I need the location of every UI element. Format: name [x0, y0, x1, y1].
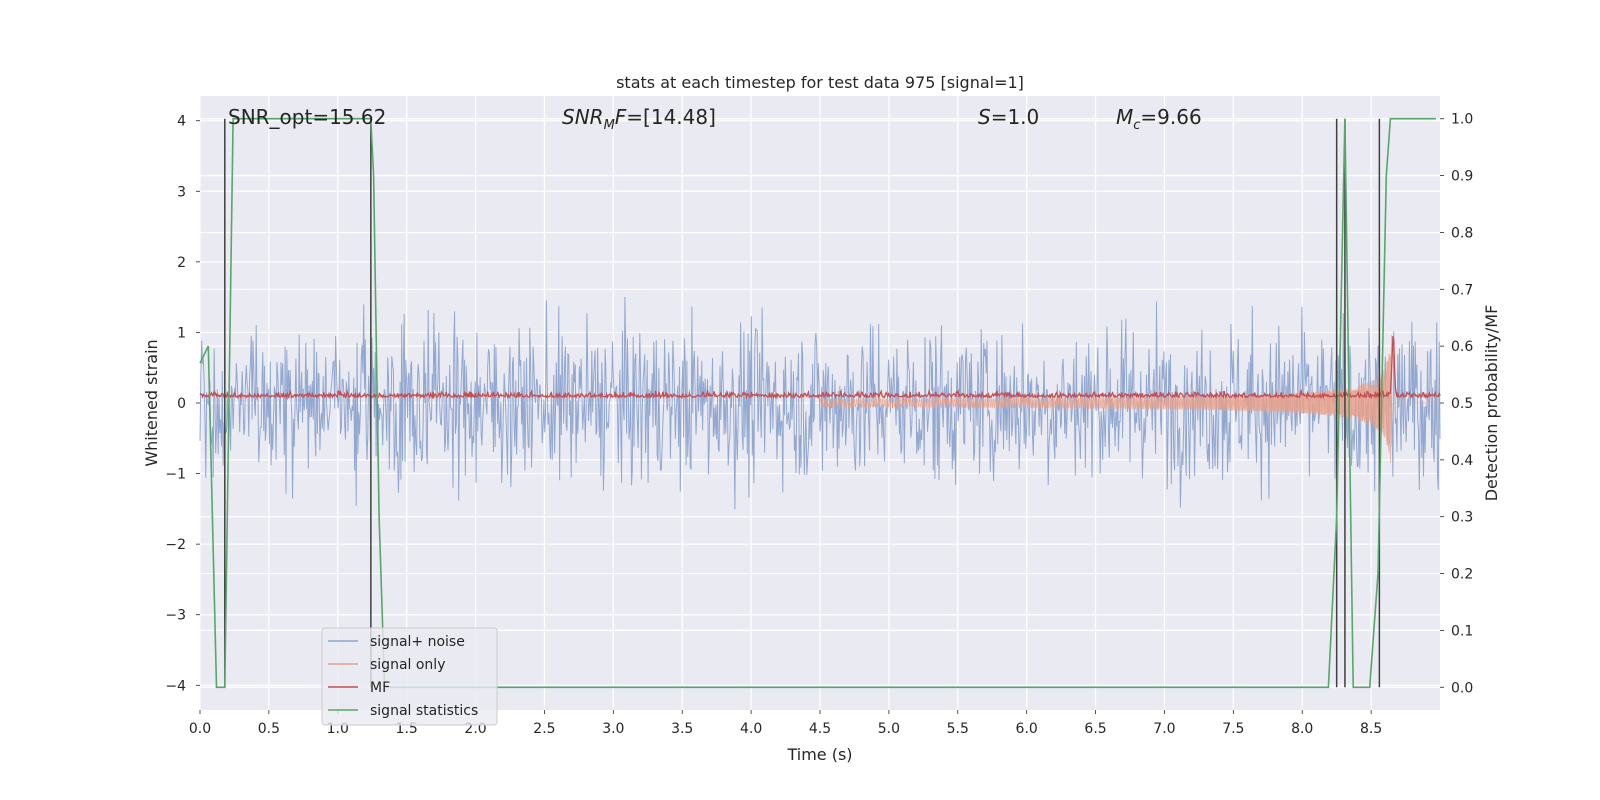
legend-label-signal-noise: signal+ noise	[370, 634, 465, 650]
y2-tick-label-4: 0.4	[1451, 453, 1473, 469]
y-axis-label: Whitened strain	[142, 339, 161, 466]
y2-tick-label-5: 0.5	[1451, 396, 1473, 412]
y-tick-label-3: −1	[165, 467, 186, 483]
signal-statistics-line	[199, 117, 1436, 689]
x-tick-label-5: 2.5	[533, 721, 555, 737]
y2-tick-label-9: 0.9	[1451, 169, 1473, 185]
y-tick-label-6: 2	[177, 255, 186, 271]
x-tick-label-0: 0.0	[189, 721, 211, 737]
legend: signal+ noise signal only MF signal stat…	[321, 627, 498, 726]
snr-mf-value: =[14.48]	[626, 105, 716, 129]
x-tick-label-9: 4.5	[809, 721, 831, 737]
mf-line	[199, 336, 1441, 400]
snr-opt-annotation: SNR_opt=15.62	[228, 105, 386, 129]
chart-title: stats at each timestep for test data 975…	[616, 73, 1024, 92]
legend-label-mf: MF	[370, 680, 390, 696]
x-tick-label-14: 7.0	[1153, 721, 1175, 737]
x-tick-label-1: 0.5	[258, 721, 280, 737]
y-tick-label-4: 0	[177, 396, 186, 412]
axis-ticks: 0.0 0.5 1.0 1.5 2.0 2.5 3.0 3.5 4.0 4.5 5.0 5.5 6.0 6…	[165, 112, 1473, 737]
s-value: =1.0	[991, 105, 1040, 129]
x-tick-label-17: 8.5	[1360, 721, 1382, 737]
y2-tick-label-8: 0.8	[1451, 225, 1473, 241]
mc-value: =9.66	[1140, 105, 1201, 129]
x-tick-label-6: 3.0	[602, 721, 624, 737]
signal-noise-line	[199, 296, 1441, 510]
x-tick-label-10: 5.0	[878, 721, 900, 737]
y-tick-label-2: −2	[165, 537, 186, 553]
mc-annotation: Mc=9.66	[1116, 105, 1202, 133]
y2-tick-label-3: 0.3	[1451, 510, 1473, 526]
x-tick-label-8: 4.0	[740, 721, 762, 737]
y2-tick-label-6: 0.6	[1451, 339, 1473, 355]
y-tick-label-5: 1	[177, 325, 186, 341]
vertical-markers	[224, 118, 1381, 688]
x-tick-label-11: 5.5	[947, 721, 969, 737]
legend-label-signal-only: signal only	[370, 657, 445, 673]
y-tick-label-7: 3	[177, 184, 186, 200]
y2-tick-label-7: 0.7	[1451, 282, 1473, 298]
y2-tick-label-2: 0.2	[1451, 567, 1473, 583]
y-tick-label-1: −3	[165, 608, 186, 624]
y-tick-label-0: −4	[165, 678, 186, 694]
snr-mf-annotation: SNRMF=[14.48]	[562, 105, 716, 133]
x-axis-label: Time (s)	[786, 745, 852, 764]
x-tick-label-7: 3.5	[671, 721, 693, 737]
y2-tick-label-1: 0.1	[1451, 623, 1473, 639]
y2-tick-label-0: 0.0	[1451, 680, 1473, 696]
series-signal-noise	[199, 296, 1441, 510]
legend-label-signal-statistics: signal statistics	[370, 703, 478, 719]
series-mf	[199, 336, 1441, 400]
x-tick-label-16: 8.0	[1291, 721, 1313, 737]
series-signal-statistics	[199, 117, 1436, 689]
legend-box	[321, 627, 498, 726]
s-annotation: S=1.0	[978, 105, 1039, 129]
y2-axis-label: Detection probability/MF	[1482, 305, 1501, 502]
y-tick-label-8: 4	[177, 114, 186, 130]
y2-tick-label-10: 1.0	[1451, 112, 1473, 128]
x-tick-label-13: 6.5	[1084, 721, 1106, 737]
x-tick-label-15: 7.5	[1222, 721, 1244, 737]
x-tick-label-12: 6.0	[1016, 721, 1038, 737]
